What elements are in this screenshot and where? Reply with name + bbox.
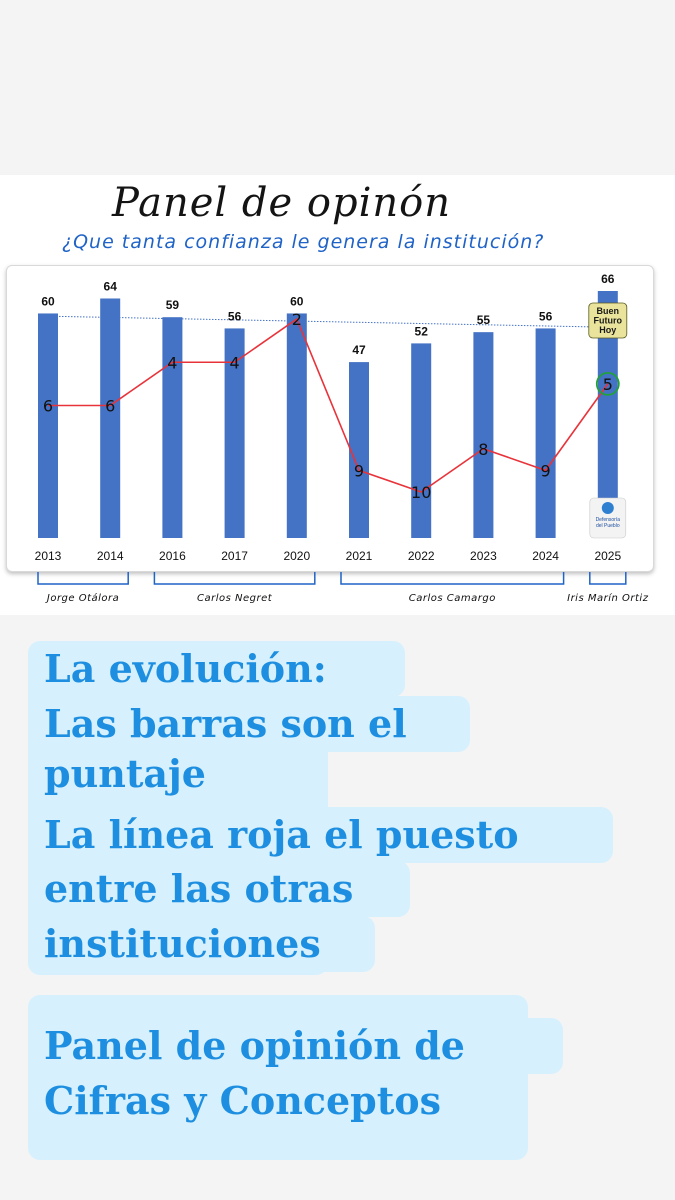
caption-line: instituciones bbox=[44, 921, 321, 966]
caption-highlight bbox=[28, 1073, 513, 1129]
chart-subtitle: ¿Que tanta confianza le genera la instit… bbox=[62, 231, 545, 253]
bar-2021 bbox=[349, 362, 369, 538]
x-tick-label-2025: 2025 bbox=[594, 549, 621, 563]
bar-value-label-2016: 59 bbox=[166, 298, 180, 312]
bar-2025 bbox=[597, 291, 618, 538]
bar-2020 bbox=[286, 313, 307, 538]
bar-2017 bbox=[224, 328, 245, 538]
caption-highlight bbox=[28, 916, 375, 972]
rank-label-2016: 4 bbox=[167, 353, 177, 372]
x-tick-label-2013: 2013 bbox=[35, 549, 62, 563]
caption-highlight bbox=[28, 746, 268, 802]
rank-label-2025: 5 bbox=[603, 375, 613, 394]
highlight-circle bbox=[595, 371, 620, 396]
badge-line: Hoy bbox=[599, 325, 616, 335]
caption-line: Las barras son el bbox=[44, 701, 407, 746]
rank-label-2013: 6 bbox=[43, 397, 53, 416]
bar-value-label-2025: 66 bbox=[601, 272, 615, 286]
x-tick-label-2023: 2023 bbox=[470, 549, 497, 563]
caption-block: La evolución: Las barras son el puntaje La … bbox=[0, 615, 675, 1200]
rank-label-2017: 4 bbox=[230, 353, 240, 372]
badge-emblem bbox=[601, 502, 614, 514]
x-tick-label-2021: 2021 bbox=[346, 549, 373, 563]
director-name: Carlos Negret bbox=[197, 593, 273, 604]
x-tick-label-2017: 2017 bbox=[221, 549, 248, 563]
x-tick-label-2022: 2022 bbox=[408, 549, 435, 563]
rank-line-layer bbox=[48, 317, 620, 493]
bars-layer bbox=[38, 291, 618, 538]
rank-label-2024: 9 bbox=[541, 461, 551, 480]
director-name: Jorge Otálora bbox=[45, 592, 119, 604]
badge-line: Defensoría bbox=[596, 517, 621, 523]
caption-highlight bbox=[28, 696, 470, 752]
bar-2022 bbox=[411, 343, 432, 538]
x-tick-label-2016: 2016 bbox=[159, 549, 186, 563]
bar-2024 bbox=[535, 328, 556, 538]
bracket-line bbox=[37, 572, 129, 585]
x-tick-label-2024: 2024 bbox=[532, 549, 559, 563]
rank-label-2023: 8 bbox=[478, 440, 488, 459]
rank-label-2014: 6 bbox=[105, 397, 115, 416]
bar-value-label-2022: 52 bbox=[415, 324, 429, 338]
caption-line: La evolución: bbox=[44, 646, 327, 691]
caption-line: Cifras y Conceptos bbox=[44, 1078, 441, 1123]
caption-highlight bbox=[28, 1018, 563, 1074]
badge-bg bbox=[589, 497, 627, 539]
directors-layer: Jorge Otálora Carlos Negret Carlos Camargo… bbox=[37, 572, 649, 604]
x-tick-label-2014: 2014 bbox=[97, 549, 124, 563]
bar-value-label-2013: 60 bbox=[41, 294, 55, 308]
bracket-line bbox=[589, 572, 627, 585]
bracket-line bbox=[340, 572, 565, 585]
rank-label-2021: 9 bbox=[354, 461, 364, 480]
caption-highlight bbox=[28, 641, 405, 697]
badge-line: Futuro bbox=[594, 316, 623, 326]
badge-line: del Pueblo bbox=[596, 523, 620, 529]
bar-2016 bbox=[162, 317, 183, 538]
rank-label-2020: 2 bbox=[292, 310, 302, 329]
caption-line: puntaje bbox=[44, 751, 206, 796]
caption-highlight bbox=[28, 807, 613, 863]
chart-title: Panel de opinón bbox=[112, 180, 451, 226]
director-name: Iris Marín Ortiz bbox=[567, 592, 649, 604]
x-axis-ticks: 2013 2014 2016 2017 2020 2021 2022 2023 2024 2025 bbox=[35, 549, 622, 563]
director-bracket-1: Carlos Negret bbox=[153, 572, 316, 604]
badge-line: Buen bbox=[597, 306, 620, 316]
caption-highlight bbox=[28, 861, 410, 917]
caption-line: La línea roja el puesto bbox=[44, 812, 519, 857]
bar-2014 bbox=[100, 298, 121, 538]
bar-value-label-2020: 60 bbox=[290, 294, 304, 308]
average-line-layer bbox=[37, 315, 598, 328]
badge-bg bbox=[588, 302, 628, 339]
bar-value-label-2024: 56 bbox=[539, 309, 553, 323]
bracket-line bbox=[153, 572, 316, 585]
x-tick-label-2020: 2020 bbox=[283, 549, 310, 563]
bar-2013 bbox=[38, 313, 58, 538]
bar-2023 bbox=[473, 332, 494, 538]
bar-value-label-2021: 47 bbox=[352, 343, 366, 357]
caption-line: entre las otras bbox=[44, 866, 354, 911]
average-dotted-line bbox=[37, 315, 598, 328]
caption-line: Panel de opinión de bbox=[44, 1023, 465, 1068]
rank-label-2022: 10 bbox=[411, 483, 431, 502]
director-bracket-2: Carlos Camargo bbox=[340, 572, 565, 604]
director-name: Carlos Camargo bbox=[409, 593, 496, 604]
top-blank-area bbox=[0, 0, 675, 175]
rank-line bbox=[48, 317, 609, 493]
bar-value-label-2023: 55 bbox=[477, 313, 491, 327]
bar-value-label-2017: 56 bbox=[228, 309, 242, 323]
bar-value-label-2014: 64 bbox=[104, 279, 118, 293]
director-bracket-0: Jorge Otálora bbox=[37, 572, 129, 604]
director-bracket-3: Iris Marín Ortiz bbox=[567, 572, 649, 604]
